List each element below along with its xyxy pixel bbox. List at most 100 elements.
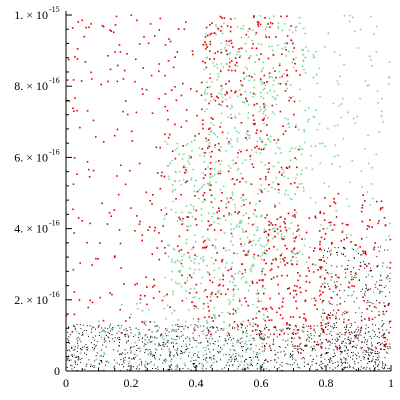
data-point bbox=[236, 252, 239, 255]
data-point bbox=[99, 360, 101, 361]
data-point bbox=[288, 324, 291, 326]
data-point bbox=[355, 249, 358, 252]
data-point bbox=[150, 341, 152, 343]
data-point bbox=[288, 287, 290, 289]
data-point bbox=[98, 367, 99, 369]
data-point bbox=[292, 232, 295, 235]
data-point bbox=[257, 297, 260, 300]
data-point bbox=[321, 142, 324, 145]
data-point bbox=[238, 300, 241, 302]
data-point bbox=[371, 353, 373, 355]
data-point bbox=[205, 245, 208, 248]
data-point bbox=[205, 358, 207, 359]
data-point bbox=[221, 131, 224, 134]
data-point bbox=[203, 183, 206, 186]
data-point bbox=[194, 195, 196, 197]
data-point bbox=[225, 339, 227, 341]
data-point bbox=[253, 16, 255, 18]
data-point bbox=[194, 340, 196, 341]
data-point bbox=[267, 234, 270, 237]
data-point bbox=[147, 229, 149, 231]
y-tick-exponent: -16 bbox=[49, 147, 60, 156]
data-point bbox=[170, 351, 172, 353]
data-point bbox=[344, 334, 346, 336]
data-point bbox=[365, 351, 367, 353]
data-point bbox=[297, 366, 299, 368]
data-point bbox=[80, 341, 82, 343]
data-point bbox=[252, 318, 254, 320]
data-point bbox=[87, 168, 90, 171]
data-point bbox=[367, 84, 370, 87]
data-point bbox=[286, 42, 289, 45]
data-point bbox=[321, 342, 323, 344]
data-point bbox=[270, 306, 272, 309]
data-point bbox=[314, 145, 317, 148]
data-point bbox=[271, 308, 273, 310]
data-point bbox=[175, 329, 177, 331]
data-point bbox=[383, 323, 384, 325]
data-point bbox=[276, 311, 278, 314]
data-point bbox=[351, 331, 352, 333]
data-point bbox=[206, 92, 209, 95]
data-point bbox=[385, 277, 387, 279]
data-point bbox=[73, 110, 75, 113]
data-point bbox=[205, 26, 208, 29]
data-point bbox=[347, 311, 349, 313]
data-point bbox=[370, 182, 373, 185]
data-point bbox=[254, 209, 256, 211]
data-point bbox=[356, 344, 358, 346]
data-point bbox=[257, 23, 259, 26]
data-point bbox=[259, 255, 262, 258]
data-point bbox=[263, 345, 265, 346]
data-point bbox=[219, 30, 222, 32]
data-point bbox=[293, 296, 295, 299]
data-point bbox=[193, 366, 195, 368]
data-point bbox=[114, 51, 116, 53]
data-point bbox=[374, 350, 376, 352]
data-point bbox=[187, 211, 190, 214]
data-point bbox=[150, 354, 152, 356]
data-point bbox=[298, 345, 300, 347]
data-point bbox=[120, 332, 123, 334]
data-point bbox=[382, 262, 384, 264]
data-point bbox=[207, 332, 209, 334]
data-point bbox=[236, 168, 239, 171]
data-point bbox=[264, 273, 266, 276]
data-point bbox=[300, 348, 303, 351]
data-point bbox=[285, 229, 288, 231]
data-point bbox=[234, 350, 236, 352]
data-point bbox=[270, 319, 273, 321]
data-point bbox=[344, 269, 346, 271]
data-point bbox=[209, 181, 212, 184]
data-point bbox=[336, 252, 337, 254]
data-point bbox=[274, 97, 277, 100]
data-point bbox=[330, 341, 332, 343]
data-point bbox=[219, 169, 222, 172]
data-point bbox=[336, 276, 338, 278]
data-point bbox=[168, 244, 171, 247]
data-point bbox=[277, 357, 279, 359]
data-point bbox=[247, 249, 250, 252]
data-point bbox=[364, 250, 367, 253]
data-point bbox=[90, 331, 92, 333]
data-point bbox=[249, 324, 251, 326]
data-point bbox=[85, 344, 87, 345]
data-point bbox=[264, 178, 267, 181]
data-point bbox=[319, 290, 321, 292]
data-point bbox=[209, 168, 212, 170]
data-point bbox=[209, 162, 212, 164]
data-point bbox=[292, 316, 295, 318]
data-point bbox=[246, 252, 249, 255]
data-point bbox=[329, 333, 331, 335]
data-point bbox=[217, 142, 220, 145]
data-point bbox=[239, 364, 241, 366]
data-point bbox=[289, 328, 290, 330]
data-point bbox=[375, 200, 378, 203]
data-point bbox=[189, 211, 192, 214]
data-point bbox=[351, 285, 353, 287]
data-point bbox=[281, 305, 284, 308]
data-point bbox=[296, 329, 299, 331]
data-point bbox=[183, 352, 185, 354]
data-point bbox=[161, 344, 163, 346]
data-point bbox=[203, 198, 206, 201]
